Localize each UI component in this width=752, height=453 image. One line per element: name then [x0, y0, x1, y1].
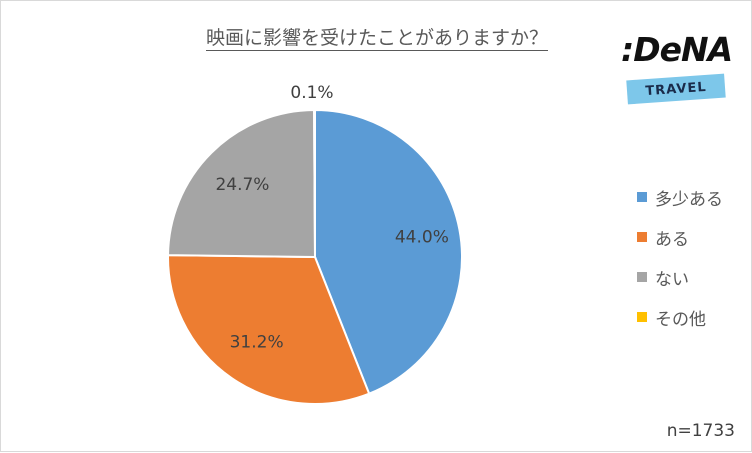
logo-band: TRAVEL	[626, 73, 726, 105]
legend-item-2: ある	[637, 217, 723, 257]
legend-swatch	[637, 232, 647, 242]
legend: 多少あるあるないその他	[637, 177, 723, 337]
logo-sub: TRAVEL	[644, 79, 708, 99]
legend-item-4: その他	[637, 297, 723, 337]
chart-title: 映画に影響を受けたことがありますか？	[205, 27, 548, 51]
legend-swatch	[637, 312, 647, 322]
pie-slice-4	[313, 108, 316, 258]
legend-swatch	[637, 192, 647, 202]
legend-label: ない	[655, 269, 689, 290]
slice-label-2: 31.2%	[230, 333, 284, 353]
slice-label-1: 44.0%	[395, 228, 449, 248]
pie-slice-2	[167, 254, 371, 405]
logo-brand: :DeNA	[621, 30, 733, 69]
slice-label-4: 0.1%	[290, 83, 333, 103]
dena-travel-logo: :DeNA TRAVEL	[621, 30, 733, 111]
slice-label-3: 24.7%	[215, 175, 269, 195]
pie-slice-3	[166, 108, 317, 259]
pie-slices	[166, 108, 463, 405]
sample-size-note: n=1733	[666, 421, 735, 441]
legend-label: 多少ある	[655, 189, 723, 210]
pie-slice-1	[314, 108, 463, 395]
legend-swatch	[637, 272, 647, 282]
legend-item-1: 多少ある	[637, 177, 723, 217]
legend-label: ある	[655, 229, 689, 250]
legend-item-3: ない	[637, 257, 723, 297]
legend-label: その他	[655, 309, 706, 330]
pie-labels: 44.0% 31.2% 24.7% 0.1%	[215, 83, 448, 353]
